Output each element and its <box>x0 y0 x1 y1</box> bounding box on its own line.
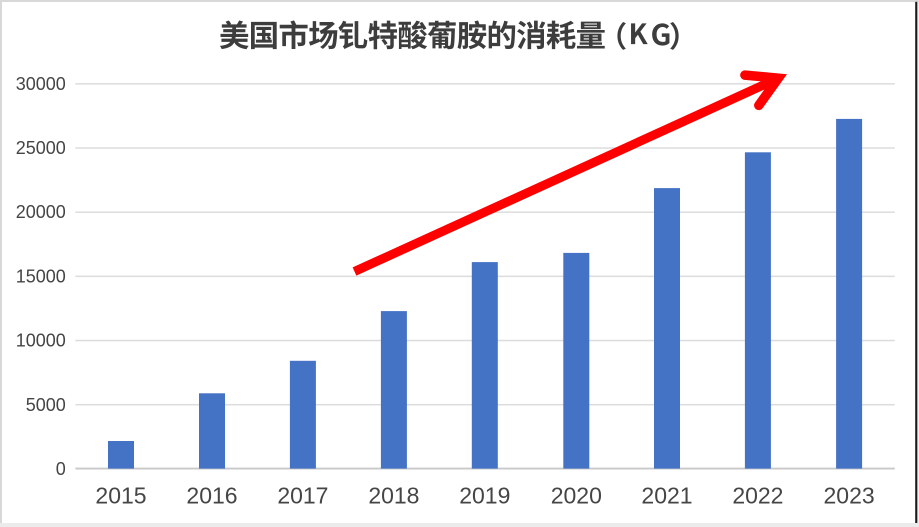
svg-text:2017: 2017 <box>277 482 328 508</box>
svg-text:2018: 2018 <box>368 482 419 508</box>
svg-text:5000: 5000 <box>26 395 66 415</box>
svg-text:2015: 2015 <box>95 482 146 508</box>
svg-text:30000: 30000 <box>16 74 66 94</box>
svg-text:0: 0 <box>56 459 66 479</box>
svg-text:15000: 15000 <box>16 266 66 286</box>
svg-text:2016: 2016 <box>186 482 237 508</box>
svg-text:2022: 2022 <box>732 482 783 508</box>
svg-text:25000: 25000 <box>16 138 66 158</box>
svg-text:20000: 20000 <box>16 202 66 222</box>
svg-text:10000: 10000 <box>16 331 66 351</box>
svg-text:2023: 2023 <box>824 482 875 508</box>
svg-text:2019: 2019 <box>459 482 510 508</box>
svg-text:2020: 2020 <box>551 482 602 508</box>
svg-text:2021: 2021 <box>641 482 692 508</box>
